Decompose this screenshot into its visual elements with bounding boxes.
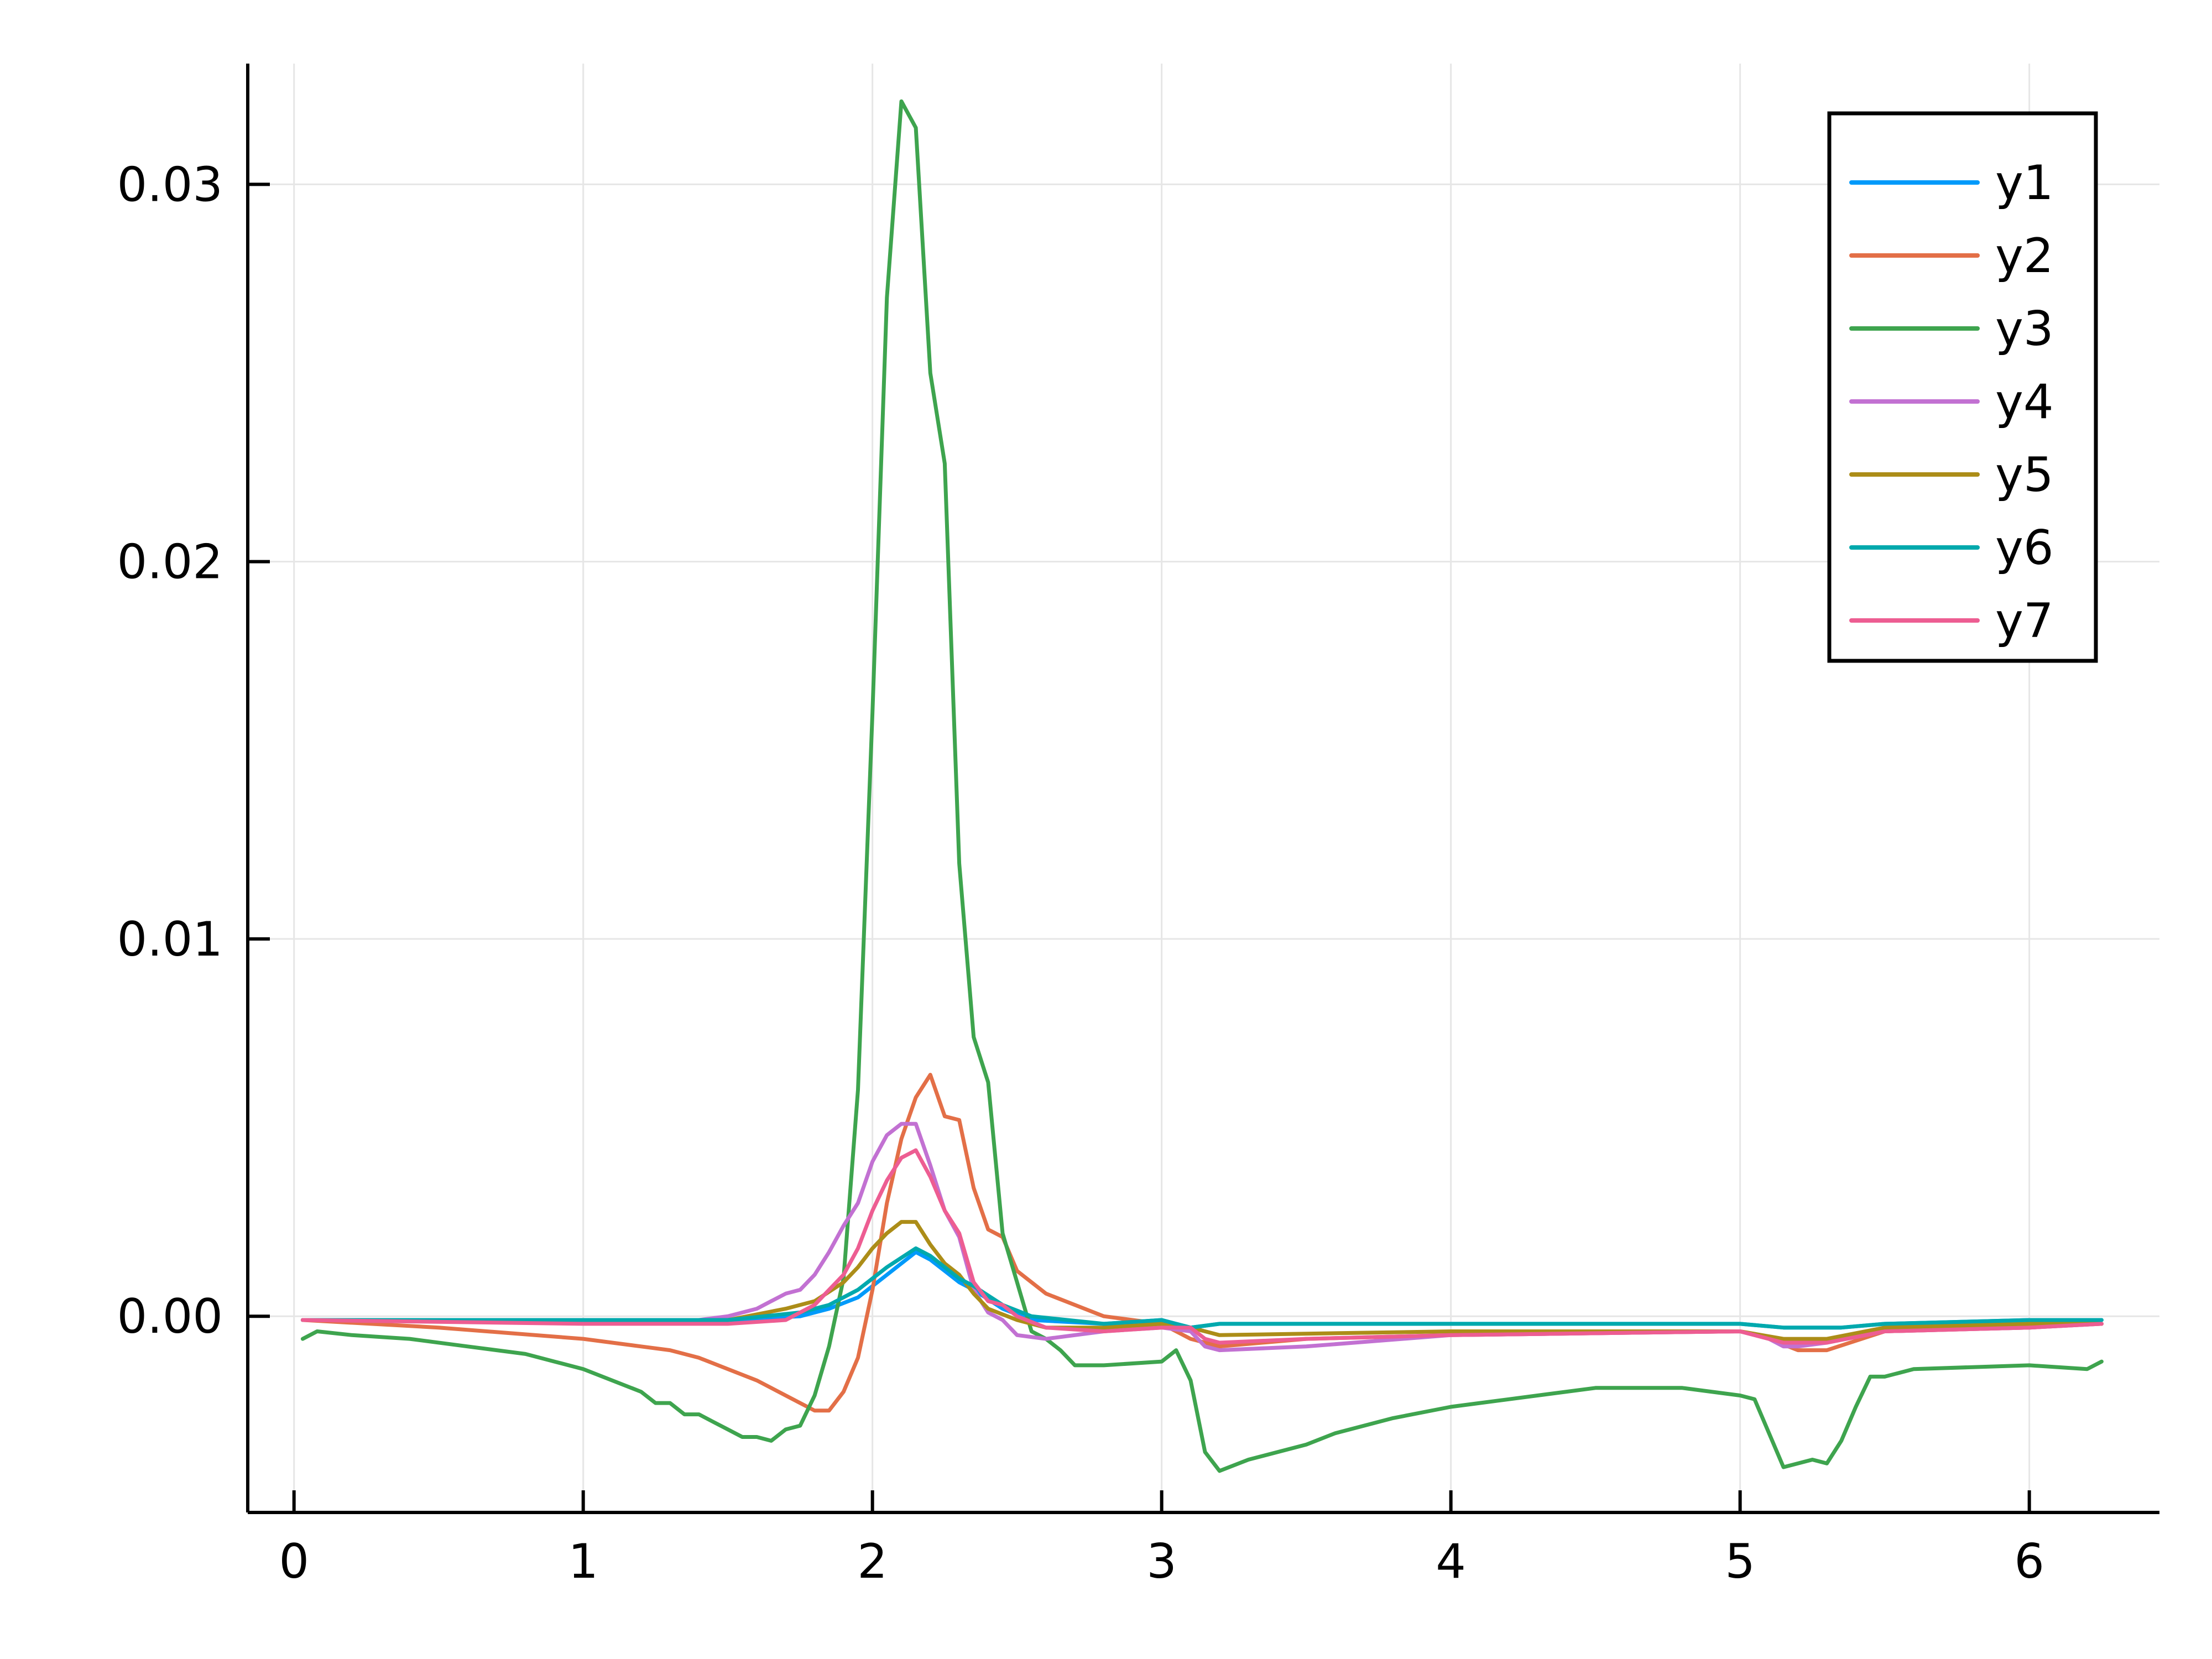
x-tick-label: 1 — [568, 1534, 598, 1589]
legend: y1 y2 y3 y4 y5 y6 y7 — [1827, 111, 2098, 663]
legend-label-y2: y2 — [1995, 228, 2054, 284]
legend-label-y4: y4 — [1995, 374, 2054, 430]
legend-label-y7: y7 — [1995, 593, 2054, 649]
series-line-y6 — [300, 1246, 2104, 1330]
x-tick-label: 2 — [857, 1534, 888, 1589]
series-line-y7 — [300, 1148, 2104, 1345]
tick-labels: 0 1 2 3 4 5 6 0.00 0.01 0.02 0.03 — [117, 157, 2044, 1589]
series-lines — [300, 99, 2104, 1473]
x-tick-label: 5 — [1725, 1534, 1755, 1589]
x-tick-label: 3 — [1146, 1534, 1177, 1589]
legend-label-y5: y5 — [1995, 447, 2054, 503]
axes — [246, 64, 2159, 1514]
y-tick-label: 0.00 — [117, 1289, 223, 1344]
y-tick-label: 0.01 — [117, 912, 223, 967]
x-tick-label: 4 — [1436, 1534, 1466, 1589]
legend-label-y1: y1 — [1995, 155, 2054, 211]
legend-label-y6: y6 — [1995, 520, 2054, 576]
y-tick-label: 0.02 — [117, 535, 223, 590]
y-tick-label: 0.03 — [117, 157, 223, 212]
series-line-y3 — [300, 99, 2104, 1473]
x-tick-label: 0 — [279, 1534, 309, 1589]
x-tick-label: 6 — [2014, 1534, 2044, 1589]
legend-label-y3: y3 — [1995, 301, 2054, 357]
legend-box — [1827, 111, 2098, 663]
